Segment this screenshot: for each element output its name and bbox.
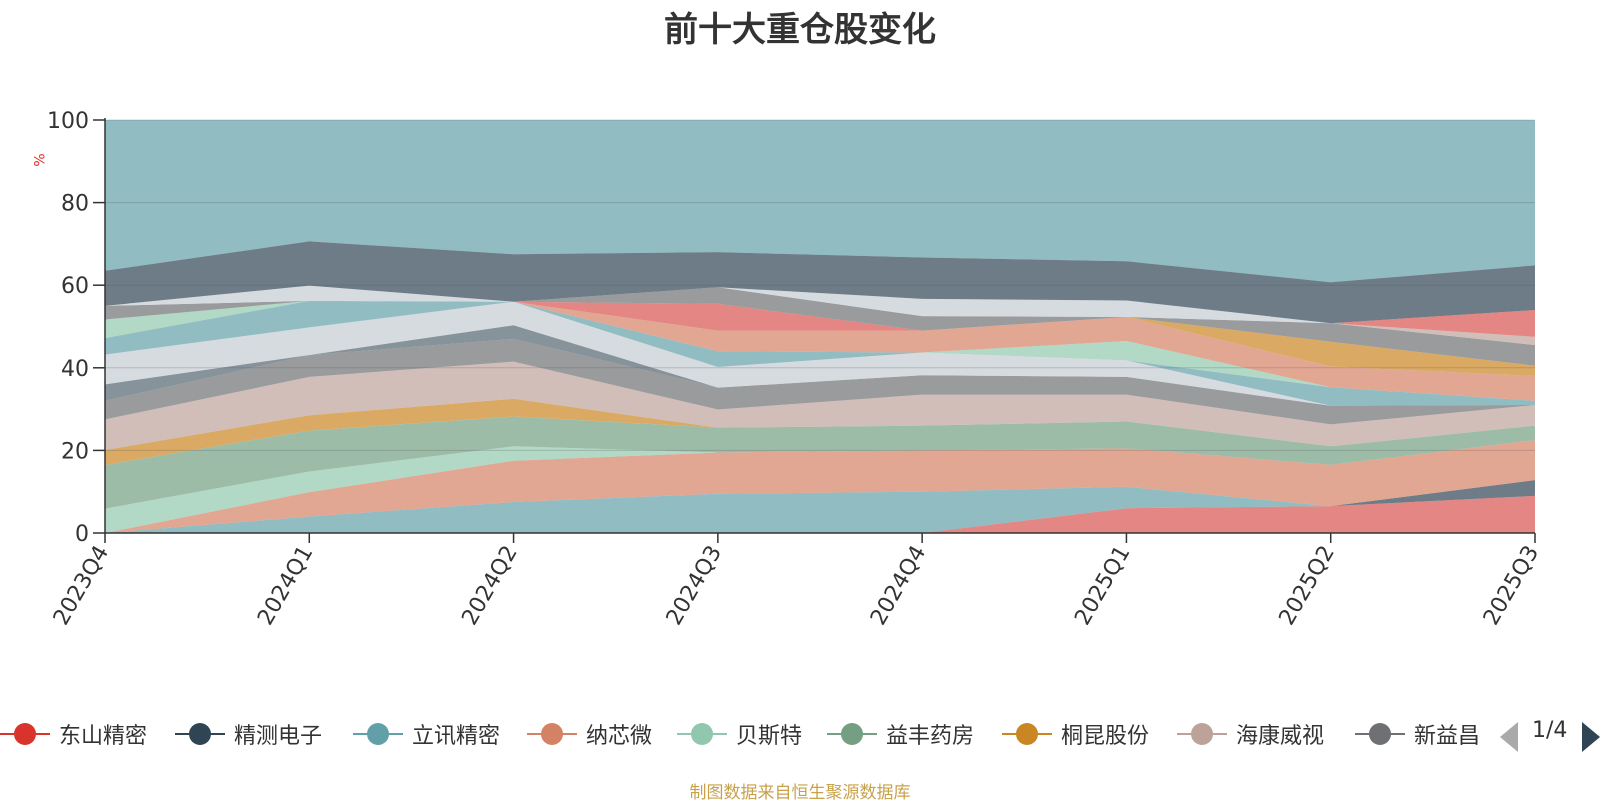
x-tick-label: 2023Q4: [49, 542, 114, 630]
y-axis-unit-label: %: [32, 153, 49, 167]
area-band-3[interactable]: [105, 480, 1535, 533]
area-band-14[interactable]: [105, 300, 1535, 401]
area-band-5[interactable]: [105, 440, 1535, 533]
y-tick-label: 0: [75, 522, 89, 547]
x-axis-ticks: 2023Q4 2024Q1 2024Q2 2024Q3 2024Q4 2025Q1 2025…: [49, 533, 1544, 630]
legend-item[interactable]: 精测电子: [175, 716, 322, 752]
legend-item[interactable]: 新益昌: [1355, 716, 1480, 752]
legend-item[interactable]: 东山精密: [0, 716, 147, 752]
legend-item[interactable]: 纳芯微: [527, 716, 652, 752]
legend-label: 贝斯特: [736, 724, 803, 749]
legend-marker-icon: [677, 723, 727, 745]
legend-marker-icon: [0, 723, 50, 745]
area-band-7[interactable]: [105, 398, 1535, 465]
x-tick-label: 2025Q3: [1479, 542, 1544, 630]
x-tick-label: 2024Q2: [457, 542, 522, 630]
area-band-16[interactable]: [105, 300, 1535, 377]
legend-label: 纳芯微: [586, 724, 653, 749]
area-layers: [105, 120, 1535, 533]
x-tick-label: 2025Q1: [1070, 542, 1135, 630]
y-tick-label: 60: [61, 274, 89, 299]
y-tick-label: 100: [47, 109, 89, 134]
legend-marker-icon: [527, 723, 577, 745]
area-band-11[interactable]: [105, 301, 1535, 406]
axes: [104, 118, 1535, 534]
legend-next-page-button[interactable]: [1582, 722, 1600, 752]
area-band-9[interactable]: [105, 338, 1535, 425]
legend-marker-icon: [827, 723, 877, 745]
legend-item[interactable]: 海康威视: [1177, 716, 1324, 752]
legend-marker-icon: [1002, 723, 1052, 745]
legend-item[interactable]: 立讯精密: [353, 716, 500, 752]
legend-label: 东山精密: [59, 724, 148, 749]
y-axis-ticks: 0 20 40 60 80 100: [47, 109, 105, 547]
area-band-8[interactable]: [105, 361, 1535, 450]
x-tick-label: 2024Q1: [253, 542, 318, 630]
legend-label: 精测电子: [234, 724, 323, 749]
legend-page-indicator: 1/4: [1532, 718, 1568, 743]
y-tick-label: 20: [61, 439, 89, 464]
area-band-17[interactable]: [105, 287, 1535, 366]
x-tick-label: 2024Q3: [662, 542, 727, 630]
legend-label: 桐昆股份: [1061, 724, 1150, 749]
area-band-4[interactable]: [105, 440, 1535, 533]
legend-marker-icon: [1355, 723, 1405, 745]
data-source-note: 制图数据来自恒生聚源数据库: [689, 783, 911, 803]
legend-prev-page-button[interactable]: [1500, 722, 1518, 752]
area-band-21[interactable]: [105, 241, 1535, 324]
grid-lines: [105, 119, 1535, 451]
legend-marker-icon: [353, 723, 403, 745]
area-band-12[interactable]: [105, 300, 1535, 406]
legend-label: 益丰药房: [886, 724, 975, 749]
area-band-1[interactable]: [105, 495, 1535, 533]
legend-label: 海康威视: [1236, 724, 1325, 749]
area-band-remainder: [105, 120, 1535, 283]
legend-marker-icon: [1177, 723, 1227, 745]
y-tick-label: 80: [61, 192, 89, 217]
x-tick-label: 2024Q4: [866, 542, 931, 630]
chart-title: 前十大重仓股变化: [664, 10, 936, 50]
legend: 东山精密 精测电子 立讯精密 纳芯微 贝斯特 益丰药房 桐昆股份 海康威视 新益昌: [0, 716, 1495, 752]
area-band-20[interactable]: [105, 285, 1535, 324]
legend-item[interactable]: 贝斯特: [677, 716, 802, 752]
legend-marker-icon: [175, 723, 225, 745]
area-band-13[interactable]: [105, 300, 1535, 401]
legend-label: 立讯精密: [412, 724, 501, 749]
area-band-6[interactable]: [105, 416, 1535, 509]
x-tick-label: 2025Q2: [1275, 542, 1340, 630]
legend-item[interactable]: 桐昆股份: [1002, 716, 1149, 752]
legend-item[interactable]: 益丰药房: [827, 716, 974, 752]
y-tick-label: 40: [61, 357, 89, 382]
legend-label: 新益昌: [1414, 724, 1481, 749]
